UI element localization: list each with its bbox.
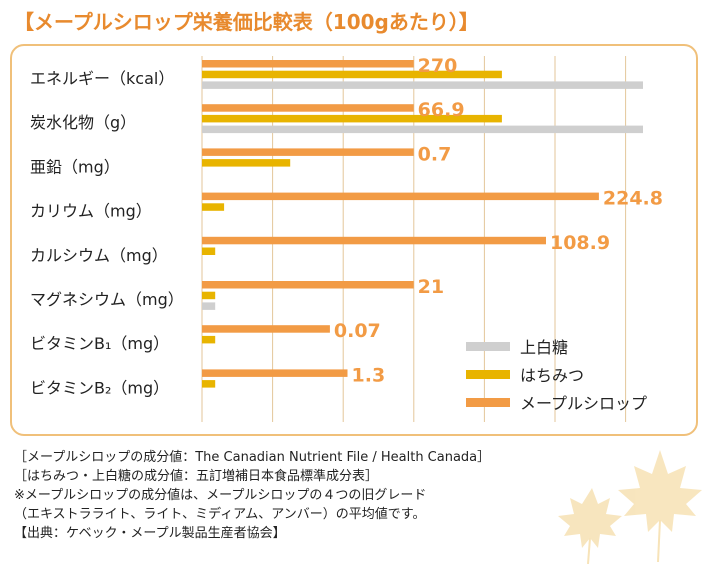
chart-title: 【メープルシロップ栄養価比較表（100gあたり）】 [14, 10, 479, 34]
bar-honey [202, 70, 502, 79]
legend-swatch-sugar [466, 342, 510, 351]
category-label: 亜鉛（mg） [30, 157, 120, 176]
bar-honey [202, 380, 216, 388]
bar-maple [202, 104, 414, 112]
legend-label: メープルシロップ [520, 394, 647, 413]
bar-maple [202, 325, 330, 333]
maple-leaf-icon [558, 450, 702, 564]
bar-maple [202, 60, 414, 68]
category-label: カルシウム（mg） [30, 246, 168, 265]
footnote-5: 【出典：ケベック・メープル製品生産者協会】 [14, 526, 286, 541]
bar-sugar [202, 302, 216, 310]
category-label: エネルギー（kcal） [30, 69, 174, 88]
bar-honey [202, 203, 225, 211]
bar-maple [202, 192, 599, 201]
category-label: マグネシウム（mg） [30, 290, 184, 309]
value-label: 21 [418, 276, 444, 298]
bar-maple [202, 281, 414, 289]
bar-honey [202, 159, 291, 167]
legend-swatch-honey [466, 370, 510, 379]
footnote-4: （エキストラライト、ライト、ミディアム、アンバー）の平均値です。 [14, 507, 426, 522]
legend-label: 上白糖 [520, 338, 568, 357]
value-label: 224.8 [603, 188, 663, 210]
bar-honey [202, 114, 502, 123]
category-label: ビタミンB₂（mg） [30, 378, 169, 397]
value-label: 0.7 [418, 143, 452, 165]
bar-honey [202, 247, 216, 255]
footnote-3: ※メープルシロップの成分値は、メープルシロップの４つの旧グレード [14, 488, 427, 503]
bar-honey [202, 335, 216, 344]
value-label: 1.3 [352, 364, 386, 386]
value-label: 66.9 [418, 99, 465, 121]
bar-maple [202, 369, 348, 377]
bar-sugar [202, 125, 643, 134]
bar-maple [202, 236, 546, 245]
footnotes: ［メープルシロップの成分値：The Canadian Nutrient File… [14, 448, 490, 543]
footnote-1: ［メープルシロップの成分値：The Canadian Nutrient File… [14, 450, 491, 465]
category-label: ビタミンB₁（mg） [30, 334, 169, 353]
footnote-2: ［はちみつ・上白糖の成分値：五訂増補日本食品標準成分表］ [14, 469, 379, 484]
category-label: 炭水化物（g） [30, 113, 136, 132]
value-label: 0.07 [334, 320, 381, 342]
legend-swatch-maple [466, 398, 510, 407]
value-label: 108.9 [550, 232, 610, 254]
bar-maple [202, 148, 414, 156]
bar-honey [202, 291, 216, 300]
bar-sugar [202, 81, 643, 89]
bar-chart: エネルギー（kcal） 炭水化物（g） 亜鉛（mg） カリウム（mg） カルシウム（mg… [30, 55, 663, 422]
value-label: 270 [418, 55, 458, 77]
legend-label: はちみつ [520, 366, 584, 385]
category-label: カリウム（mg） [30, 202, 152, 221]
